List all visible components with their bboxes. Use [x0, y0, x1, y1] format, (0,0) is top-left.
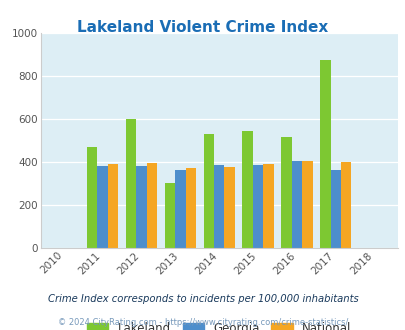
Bar [185, 168, 196, 248]
Bar [263, 164, 273, 248]
Text: © 2024 CityRating.com - https://www.cityrating.com/crime-statistics/: © 2024 CityRating.com - https://www.city… [58, 318, 347, 327]
Bar [87, 147, 97, 248]
Text: Crime Index corresponds to incidents per 100,000 inhabitants: Crime Index corresponds to incidents per… [47, 294, 358, 304]
Bar [291, 161, 301, 248]
Bar [203, 134, 213, 248]
Bar [242, 131, 252, 248]
Bar [252, 165, 263, 248]
Bar [281, 137, 291, 248]
Bar [126, 119, 136, 248]
Bar [164, 183, 175, 248]
Bar [330, 170, 340, 248]
Bar [224, 167, 234, 248]
Bar [97, 166, 108, 248]
Text: Lakeland Violent Crime Index: Lakeland Violent Crime Index [77, 20, 328, 35]
Bar [213, 165, 224, 248]
Bar [175, 170, 185, 248]
Legend: Lakeland, Georgia, National: Lakeland, Georgia, National [87, 322, 351, 330]
Bar [108, 164, 118, 248]
Bar [319, 60, 330, 247]
Bar [136, 166, 147, 248]
Bar [301, 161, 312, 248]
Bar [147, 163, 157, 248]
Bar [340, 162, 351, 248]
